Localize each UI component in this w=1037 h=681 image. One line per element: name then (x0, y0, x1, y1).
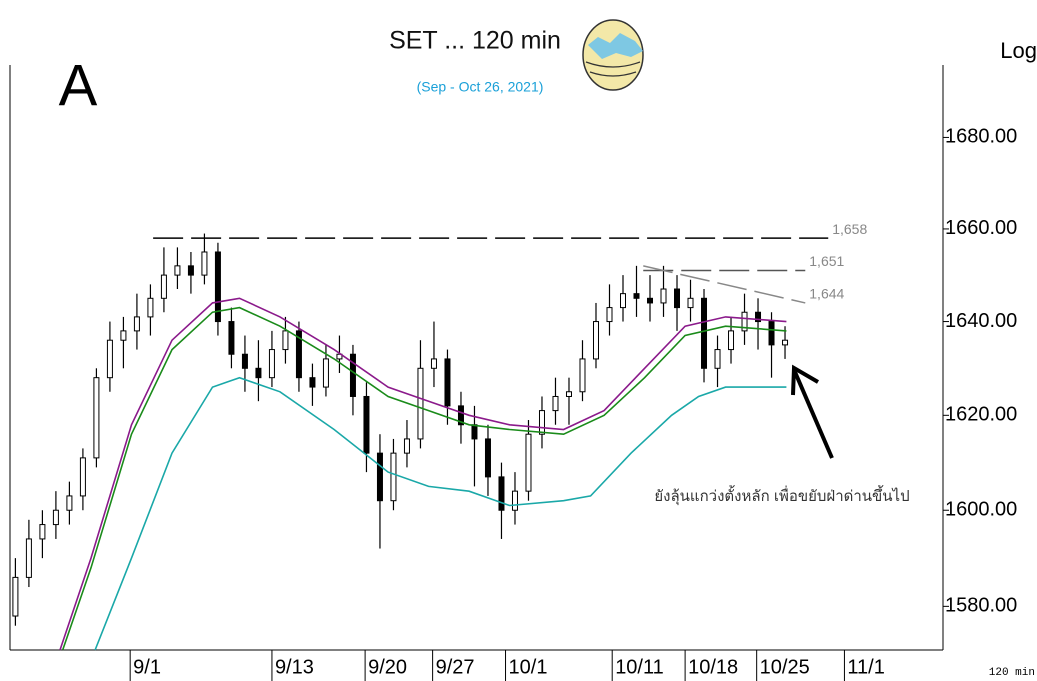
candle-body (53, 510, 58, 524)
x-tick-label: 9/13 (275, 656, 314, 678)
candle-body (620, 294, 625, 308)
x-tick-label: 9/27 (436, 656, 475, 678)
candle-body (80, 458, 85, 496)
candle-body (26, 539, 31, 577)
candle-body (702, 298, 707, 368)
candle-body (783, 340, 788, 345)
y-tick-label: 1660.00 (945, 217, 1017, 239)
candle-body (229, 322, 234, 355)
candle-body (729, 331, 734, 350)
x-tick-label: 10/18 (688, 656, 738, 678)
candle-body (539, 411, 544, 435)
x-tick-label: 9/20 (368, 656, 407, 678)
candle-body (310, 378, 315, 387)
candle-body (134, 317, 139, 331)
candle-body (269, 350, 274, 378)
candle-body (553, 396, 558, 410)
candle-body (242, 354, 247, 368)
candle-body (445, 359, 450, 406)
candle-body (580, 359, 585, 392)
candle-body (40, 525, 45, 539)
band-line (60, 298, 786, 650)
y-tick-label: 1600.00 (945, 499, 1017, 521)
candle-body (256, 368, 261, 377)
candle-body (161, 275, 166, 298)
annotation: ยังลุ้นแกว่งตั้งหลัก เพื่อขยับฝ่าด่านขึ้… (654, 485, 909, 506)
x-tick-label: 9/1 (133, 656, 161, 678)
y-tick-label: 1580.00 (945, 595, 1017, 617)
candle-body (688, 298, 693, 307)
scale-label: Log (1000, 38, 1037, 63)
candle-body (364, 396, 369, 453)
candle-body (148, 298, 153, 317)
candle-body (67, 496, 72, 510)
candle-body (715, 350, 720, 369)
chart-title: SET ... 120 min (389, 27, 561, 55)
level-line (643, 266, 805, 303)
x-tick-label: 11/1 (847, 656, 884, 678)
candle-body (607, 308, 612, 322)
x-tick-label: 10/25 (760, 656, 810, 678)
candle-body (472, 425, 477, 439)
candle-body (512, 491, 517, 510)
level-label: 1,644 (809, 286, 844, 302)
candle-body (94, 378, 99, 458)
band-line (63, 308, 787, 650)
candle-body (526, 434, 531, 491)
panel-label: A (59, 53, 98, 118)
y-tick-label: 1620.00 (945, 404, 1017, 426)
arrow (793, 368, 832, 458)
chart: SET ... 120 min (Sep - Oct 26, 2021) A L… (0, 0, 1037, 681)
candle-body (202, 252, 207, 275)
candle-body (283, 331, 288, 350)
candle-body (323, 359, 328, 387)
y-tick-label: 1640.00 (945, 310, 1017, 332)
candle-body (188, 266, 193, 275)
candle-body (13, 577, 18, 616)
candle-body (769, 322, 774, 345)
candle-body (404, 439, 409, 453)
x-tick-label: 10/1 (509, 656, 548, 678)
candle-body (175, 266, 180, 275)
globe-icon (583, 20, 643, 90)
level-label: 1,651 (809, 253, 844, 269)
candle-body (675, 289, 680, 308)
candle-body (107, 340, 112, 377)
candle-body (418, 368, 423, 439)
interval-label: 120 min (989, 667, 1035, 679)
candle-body (661, 289, 666, 303)
candle-body (648, 298, 653, 303)
candle-body (593, 322, 598, 359)
y-tick-label: 1680.00 (945, 126, 1017, 148)
chart-subtitle: (Sep - Oct 26, 2021) (417, 79, 544, 95)
band-line (95, 378, 786, 650)
candle-body (431, 359, 436, 368)
candle-body (499, 477, 504, 510)
candle-body (391, 453, 396, 501)
candle-body (121, 331, 126, 340)
candle-body (485, 439, 490, 477)
level-label: 1,658 (832, 221, 867, 237)
candle-body (634, 294, 639, 299)
candle-body (566, 392, 571, 397)
candle-body (377, 453, 382, 501)
x-tick-label: 10/11 (615, 656, 664, 678)
